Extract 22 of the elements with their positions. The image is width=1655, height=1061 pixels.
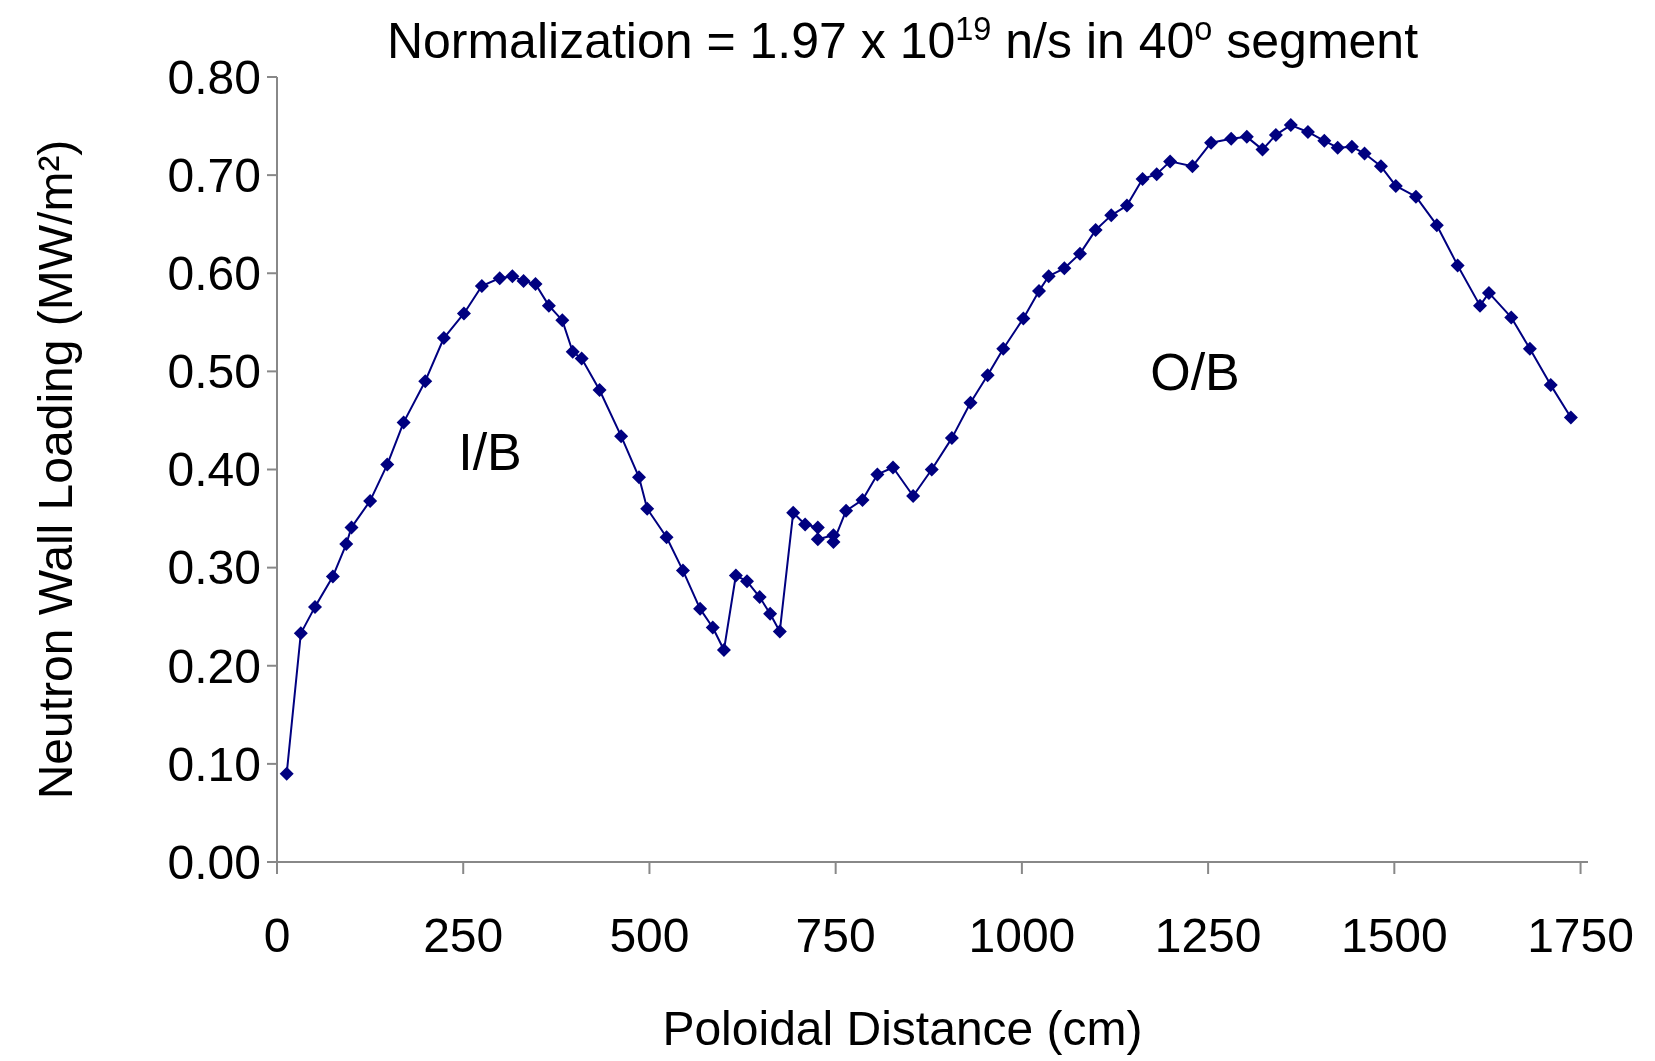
y-tick-label: 0.50: [167, 345, 261, 399]
y-tick-label: 0.40: [167, 443, 261, 497]
y-tick-label: 0.80: [167, 50, 261, 104]
x-tick-label: 250: [423, 909, 504, 962]
x-axis-title: Poloidal Distance (cm): [662, 1002, 1143, 1055]
x-tick-label: 1000: [968, 909, 1076, 962]
y-tick-label: 0.00: [167, 835, 261, 889]
y-axis-title: Neutron Wall Loading (MW/m²): [29, 139, 82, 800]
x-tick-label: 1250: [1154, 909, 1262, 962]
y-tick-label: 0.30: [167, 541, 261, 595]
y-tick-label: 0.70: [167, 148, 261, 202]
x-tick-label: 1750: [1527, 909, 1634, 962]
chart-title: Normalization = 1.97 x 10$^{19}$ n/s in 40$^{o}$ segment: [386, 11, 1419, 69]
x-tick-label: 0: [263, 909, 291, 962]
annotation: O/B: [1150, 343, 1240, 401]
x-tick-label: 1500: [1340, 909, 1448, 962]
x-tick-label: 500: [609, 909, 690, 962]
y-tick-label: 0.60: [167, 247, 261, 301]
y-tick-label: 0.10: [167, 737, 261, 791]
x-tick-label: 750: [795, 909, 876, 962]
y-tick-label: 0.20: [167, 639, 261, 693]
annotation: I/B: [458, 423, 522, 481]
